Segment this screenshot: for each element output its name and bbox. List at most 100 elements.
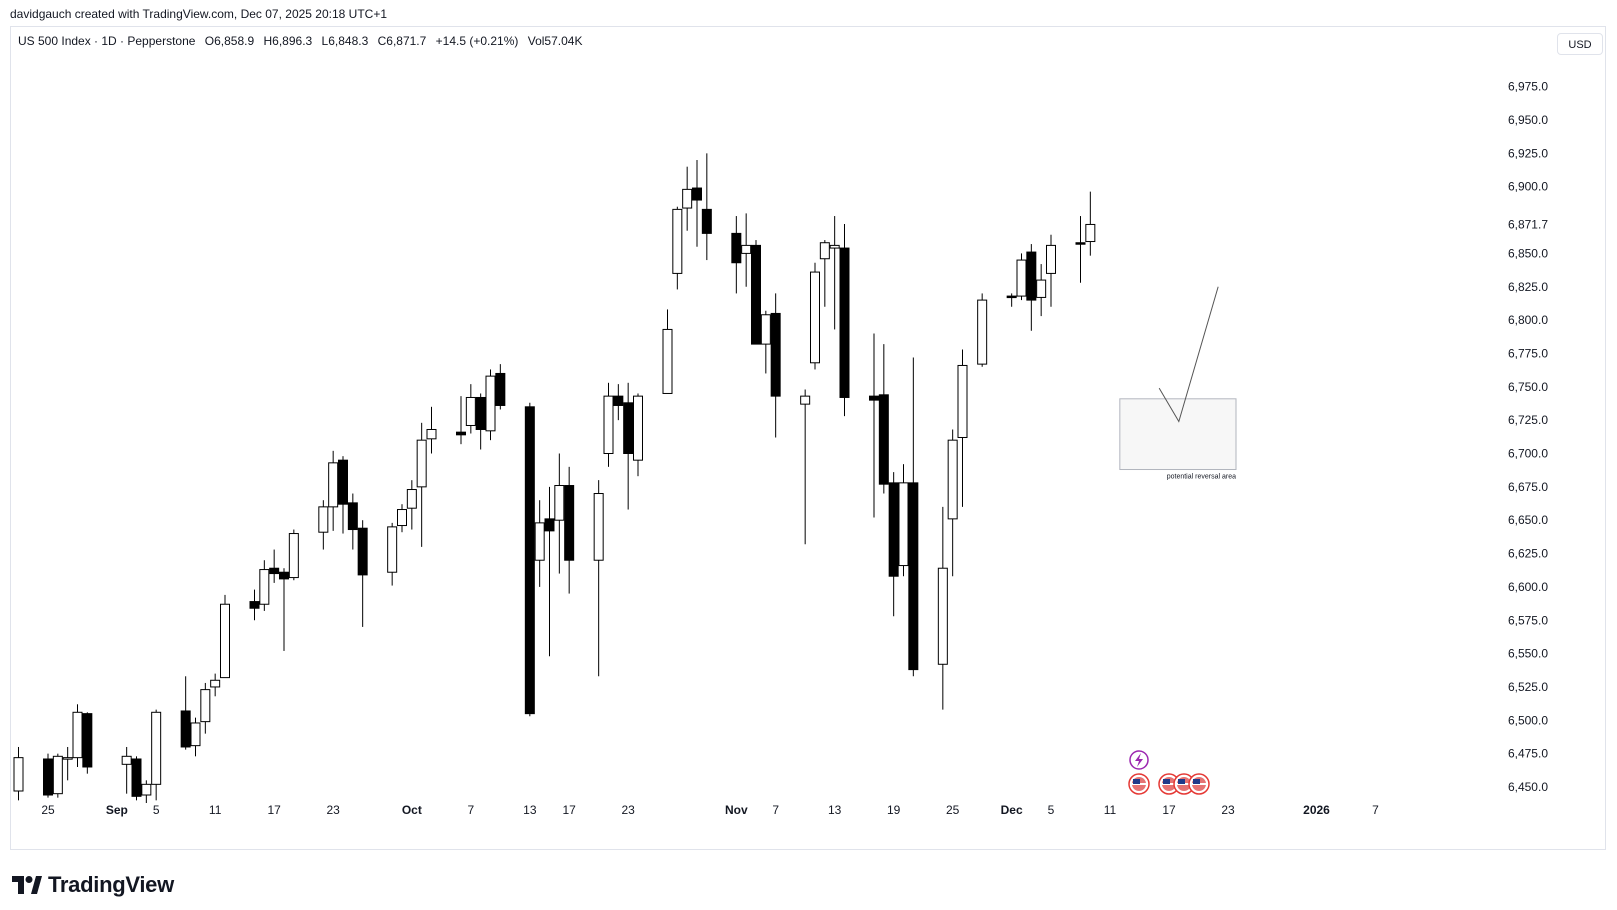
candle[interactable]	[603, 382, 614, 467]
us-flag-event-icon[interactable]	[1188, 773, 1210, 795]
candle[interactable]	[121, 746, 132, 794]
candle[interactable]	[52, 753, 63, 798]
candle-body	[760, 314, 771, 345]
candle[interactable]	[141, 780, 152, 804]
price-tick-label: 6,575.0	[1508, 613, 1548, 627]
candle[interactable]	[219, 594, 230, 679]
reversal-zone-box[interactable]	[1119, 398, 1237, 471]
candle[interactable]	[878, 344, 889, 494]
candle-body	[141, 783, 152, 796]
candle-body	[52, 755, 63, 795]
price-tick-label: 6,950.0	[1508, 113, 1548, 127]
projection-path-line[interactable]	[1158, 286, 1219, 423]
candle[interactable]	[888, 472, 899, 617]
candle[interactable]	[180, 676, 191, 750]
candle[interactable]	[908, 357, 919, 677]
candle[interactable]	[898, 464, 909, 577]
candle[interactable]	[829, 216, 840, 330]
candle[interactable]	[524, 402, 535, 717]
candle[interactable]	[613, 384, 624, 421]
candle[interactable]	[62, 746, 73, 781]
candle[interactable]	[426, 406, 437, 454]
candle[interactable]	[328, 450, 339, 531]
candle[interactable]	[278, 568, 289, 651]
candle[interactable]	[632, 393, 643, 477]
candle[interactable]	[1006, 293, 1017, 307]
legend-symbol[interactable]: US 500 Index · 1D · Pepperstone	[18, 34, 196, 48]
currency-button[interactable]: USD	[1557, 33, 1603, 55]
last-price-marker	[1506, 215, 1552, 233]
candle[interactable]	[406, 480, 417, 530]
candle-body	[328, 462, 339, 508]
candle-body	[485, 375, 496, 432]
candle[interactable]	[465, 384, 476, 434]
candle[interactable]	[318, 500, 329, 550]
candle[interactable]	[957, 349, 968, 507]
candle[interactable]	[259, 560, 270, 611]
candle[interactable]	[534, 500, 545, 587]
candle[interactable]	[1016, 253, 1027, 301]
candle[interactable]	[357, 520, 368, 627]
candle[interactable]	[396, 504, 407, 533]
candle[interactable]	[131, 756, 142, 801]
candle[interactable]	[672, 206, 683, 290]
candle[interactable]	[839, 224, 850, 417]
candle[interactable]	[819, 240, 830, 307]
candle[interactable]	[554, 453, 565, 574]
candle[interactable]	[937, 506, 948, 710]
candle[interactable]	[416, 422, 427, 547]
candle-body	[957, 364, 968, 438]
candle[interactable]	[947, 429, 958, 577]
candle[interactable]	[387, 522, 398, 586]
candle[interactable]	[43, 753, 53, 798]
lightning-event-icon[interactable]	[1129, 750, 1149, 770]
candle[interactable]	[249, 589, 260, 621]
candle[interactable]	[13, 746, 24, 801]
candle[interactable]	[868, 333, 879, 518]
time-tick-label: 25	[41, 803, 55, 817]
candle[interactable]	[1085, 191, 1096, 256]
candle[interactable]	[455, 396, 466, 445]
candle[interactable]	[701, 153, 712, 261]
candle[interactable]	[190, 717, 201, 757]
legend-high: H6,896.3	[263, 34, 313, 48]
candle[interactable]	[475, 393, 486, 450]
candle[interactable]	[1026, 244, 1037, 331]
time-axis: 25 Sep 5 11 17 23 Oct 7 13 17 23 Nov 7 13 19 25 Dec 5 11 17…	[41, 803, 1379, 817]
us-flag-event-icon[interactable]	[1128, 773, 1150, 795]
candle[interactable]	[82, 712, 93, 774]
candle[interactable]	[544, 486, 555, 657]
candle[interactable]	[593, 480, 604, 677]
tradingview-logo[interactable]: TradingView	[12, 872, 174, 898]
candle[interactable]	[691, 160, 702, 247]
candle[interactable]	[682, 166, 693, 231]
candle[interactable]	[750, 240, 761, 345]
candle[interactable]	[200, 682, 211, 734]
candle[interactable]	[269, 549, 280, 583]
us-flag-event-icon[interactable]	[1158, 773, 1180, 795]
candle[interactable]	[347, 493, 358, 550]
candle[interactable]	[623, 382, 634, 510]
candle[interactable]	[1075, 216, 1086, 283]
candle[interactable]	[809, 262, 820, 370]
candle[interactable]	[977, 293, 988, 367]
candle[interactable]	[1036, 264, 1047, 317]
candle[interactable]	[1045, 234, 1056, 307]
candle[interactable]	[800, 389, 811, 545]
candle[interactable]	[495, 364, 506, 410]
candle[interactable]	[151, 709, 162, 801]
candle[interactable]	[210, 673, 221, 697]
candle[interactable]	[760, 310, 771, 374]
candle[interactable]	[662, 309, 673, 394]
candle[interactable]	[770, 293, 781, 438]
candle-body	[750, 244, 761, 345]
candle[interactable]	[72, 704, 83, 767]
candle[interactable]	[564, 466, 575, 594]
candle[interactable]	[485, 369, 496, 441]
candle[interactable]	[731, 216, 742, 294]
time-tick-label: 7	[1372, 803, 1379, 817]
candle[interactable]	[337, 456, 348, 534]
candle[interactable]	[741, 213, 752, 287]
candle[interactable]	[288, 529, 299, 581]
